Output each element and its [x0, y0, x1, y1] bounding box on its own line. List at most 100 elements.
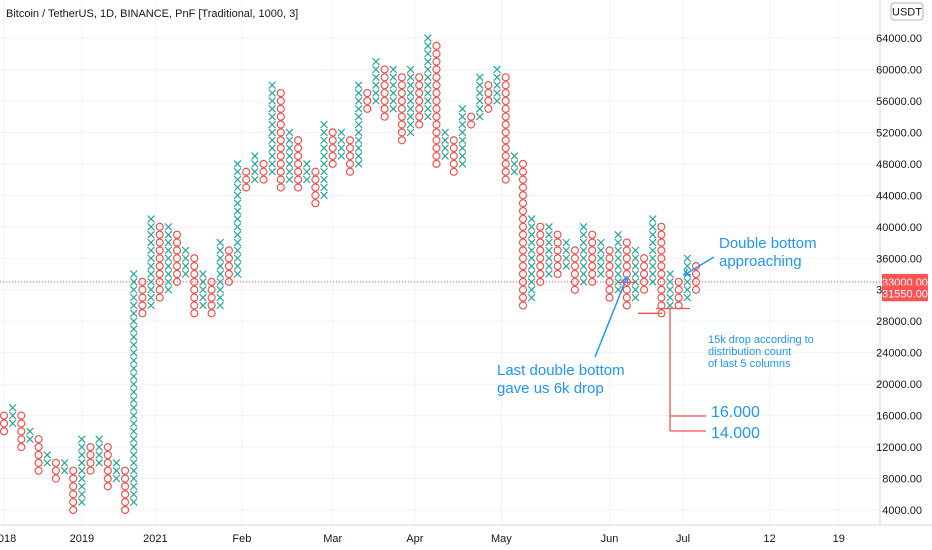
x-mark: [424, 112, 432, 121]
y-tick-label: 48000.00: [876, 159, 922, 171]
x-tick-label: Feb: [232, 533, 251, 545]
x-mark: [372, 57, 380, 66]
o-column: [622, 238, 631, 310]
x-mark: [527, 278, 536, 286]
x-stroke: [545, 230, 553, 239]
x-stroke: [129, 388, 138, 396]
x-stroke: [527, 215, 536, 223]
o-mark: [363, 104, 372, 113]
x-mark: [493, 73, 501, 82]
x-stroke: [320, 144, 328, 152]
x-mark: [268, 152, 276, 160]
x-mark: [233, 222, 242, 231]
x-stroke: [181, 262, 190, 270]
x-stroke: [233, 191, 242, 200]
o-mark: [120, 498, 130, 507]
o-mark: [397, 96, 406, 106]
x-stroke: [372, 89, 380, 97]
x-stroke: [458, 128, 467, 137]
x-stroke: [683, 278, 692, 286]
last-double-bottom-annotation: Last double bottom gave us 6k drop: [497, 362, 625, 397]
x-mark: [389, 81, 398, 90]
x-mark: [666, 270, 674, 278]
annotations-layer: Double bottom approaching Last double bott…: [497, 235, 817, 442]
x-stroke: [493, 81, 501, 90]
x-mark: [354, 112, 363, 121]
x-stroke: [199, 278, 207, 286]
o-mark: [69, 490, 78, 499]
o-mark: [588, 238, 597, 247]
o-mark: [449, 144, 458, 153]
x-mark: [43, 458, 52, 467]
o-mark: [397, 73, 406, 82]
x-mark: [216, 246, 225, 255]
o-mark: [501, 144, 510, 153]
x-mark: [683, 285, 692, 294]
x-stroke: [147, 246, 155, 255]
o-column: [553, 230, 562, 279]
x-stroke: [129, 356, 138, 365]
o-mark: [691, 285, 701, 294]
x-mark: [441, 128, 449, 137]
o-mark: [605, 293, 614, 302]
x-stroke: [129, 340, 138, 349]
o-mark: [380, 96, 389, 106]
x-stroke: [354, 120, 363, 129]
x-mark: [683, 278, 692, 286]
x-stroke: [129, 372, 138, 381]
x-stroke: [268, 128, 276, 137]
x-mark: [78, 490, 86, 499]
x-stroke: [129, 333, 138, 341]
o-mark: [380, 81, 389, 90]
x-mark: [614, 238, 622, 247]
o-mark: [657, 246, 666, 255]
x-mark: [683, 254, 692, 263]
x-stroke: [268, 160, 276, 168]
o-column: [155, 222, 164, 302]
x-mark: [129, 443, 138, 451]
o-mark: [294, 159, 303, 168]
x-mark: [164, 262, 173, 270]
x-stroke: [614, 254, 622, 263]
o-mark: [190, 293, 199, 302]
x-mark: [666, 278, 674, 286]
x-mark: [320, 144, 328, 152]
o-mark: [34, 442, 43, 452]
x-stroke: [320, 175, 328, 184]
x-column: [164, 222, 173, 294]
o-mark: [501, 81, 510, 90]
x-stroke: [510, 160, 519, 168]
x-mark: [320, 183, 328, 192]
x-tick-label: Jul: [676, 533, 690, 545]
x-mark: [354, 152, 363, 160]
x-column: [112, 458, 121, 483]
x-stroke: [545, 254, 553, 263]
x-mark: [545, 246, 553, 255]
x-mark: [268, 167, 276, 176]
x-mark: [285, 144, 294, 152]
double-bottom-annotation-line: approaching: [719, 253, 802, 270]
x-stroke: [129, 285, 138, 294]
o-mark: [380, 104, 389, 113]
o-mark: [588, 230, 597, 239]
x-mark: [666, 301, 674, 310]
o-mark: [415, 81, 424, 90]
o-mark: [518, 159, 528, 168]
o-mark: [605, 246, 614, 255]
x-mark: [129, 309, 138, 318]
o-mark: [311, 175, 320, 184]
o-mark: [345, 136, 355, 145]
o-mark: [432, 96, 441, 106]
x-mark: [268, 144, 276, 152]
x-stroke: [268, 81, 276, 90]
x-mark: [320, 128, 328, 137]
x-stroke: [43, 458, 52, 467]
x-stroke: [216, 254, 225, 263]
x-column: [424, 34, 432, 121]
x-mark: [354, 136, 363, 145]
x-mark: [320, 191, 328, 200]
x-stroke: [424, 65, 432, 74]
o-mark: [120, 466, 130, 475]
o-mark: [518, 183, 528, 192]
x-mark: [406, 73, 415, 82]
